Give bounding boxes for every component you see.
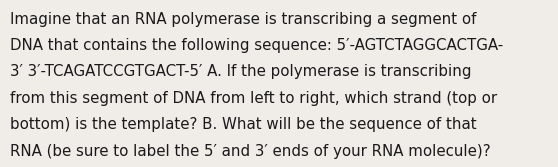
Text: RNA (be sure to label the 5′ and 3′ ends of your RNA molecule)?: RNA (be sure to label the 5′ and 3′ ends…	[10, 144, 490, 159]
Text: 3′ 3′-TCAGATCCGTGACT-5′ A. If the polymerase is transcribing: 3′ 3′-TCAGATCCGTGACT-5′ A. If the polyme…	[10, 64, 472, 79]
Text: bottom) is the template? B. What will be the sequence of that: bottom) is the template? B. What will be…	[10, 117, 477, 132]
Text: DNA that contains the following sequence: 5′-AGTCTAGGCACTGA-: DNA that contains the following sequence…	[10, 38, 503, 53]
Text: from this segment of DNA from left to right, which strand (top or: from this segment of DNA from left to ri…	[10, 91, 497, 106]
Text: Imagine that an RNA polymerase is transcribing a segment of: Imagine that an RNA polymerase is transc…	[10, 12, 477, 27]
